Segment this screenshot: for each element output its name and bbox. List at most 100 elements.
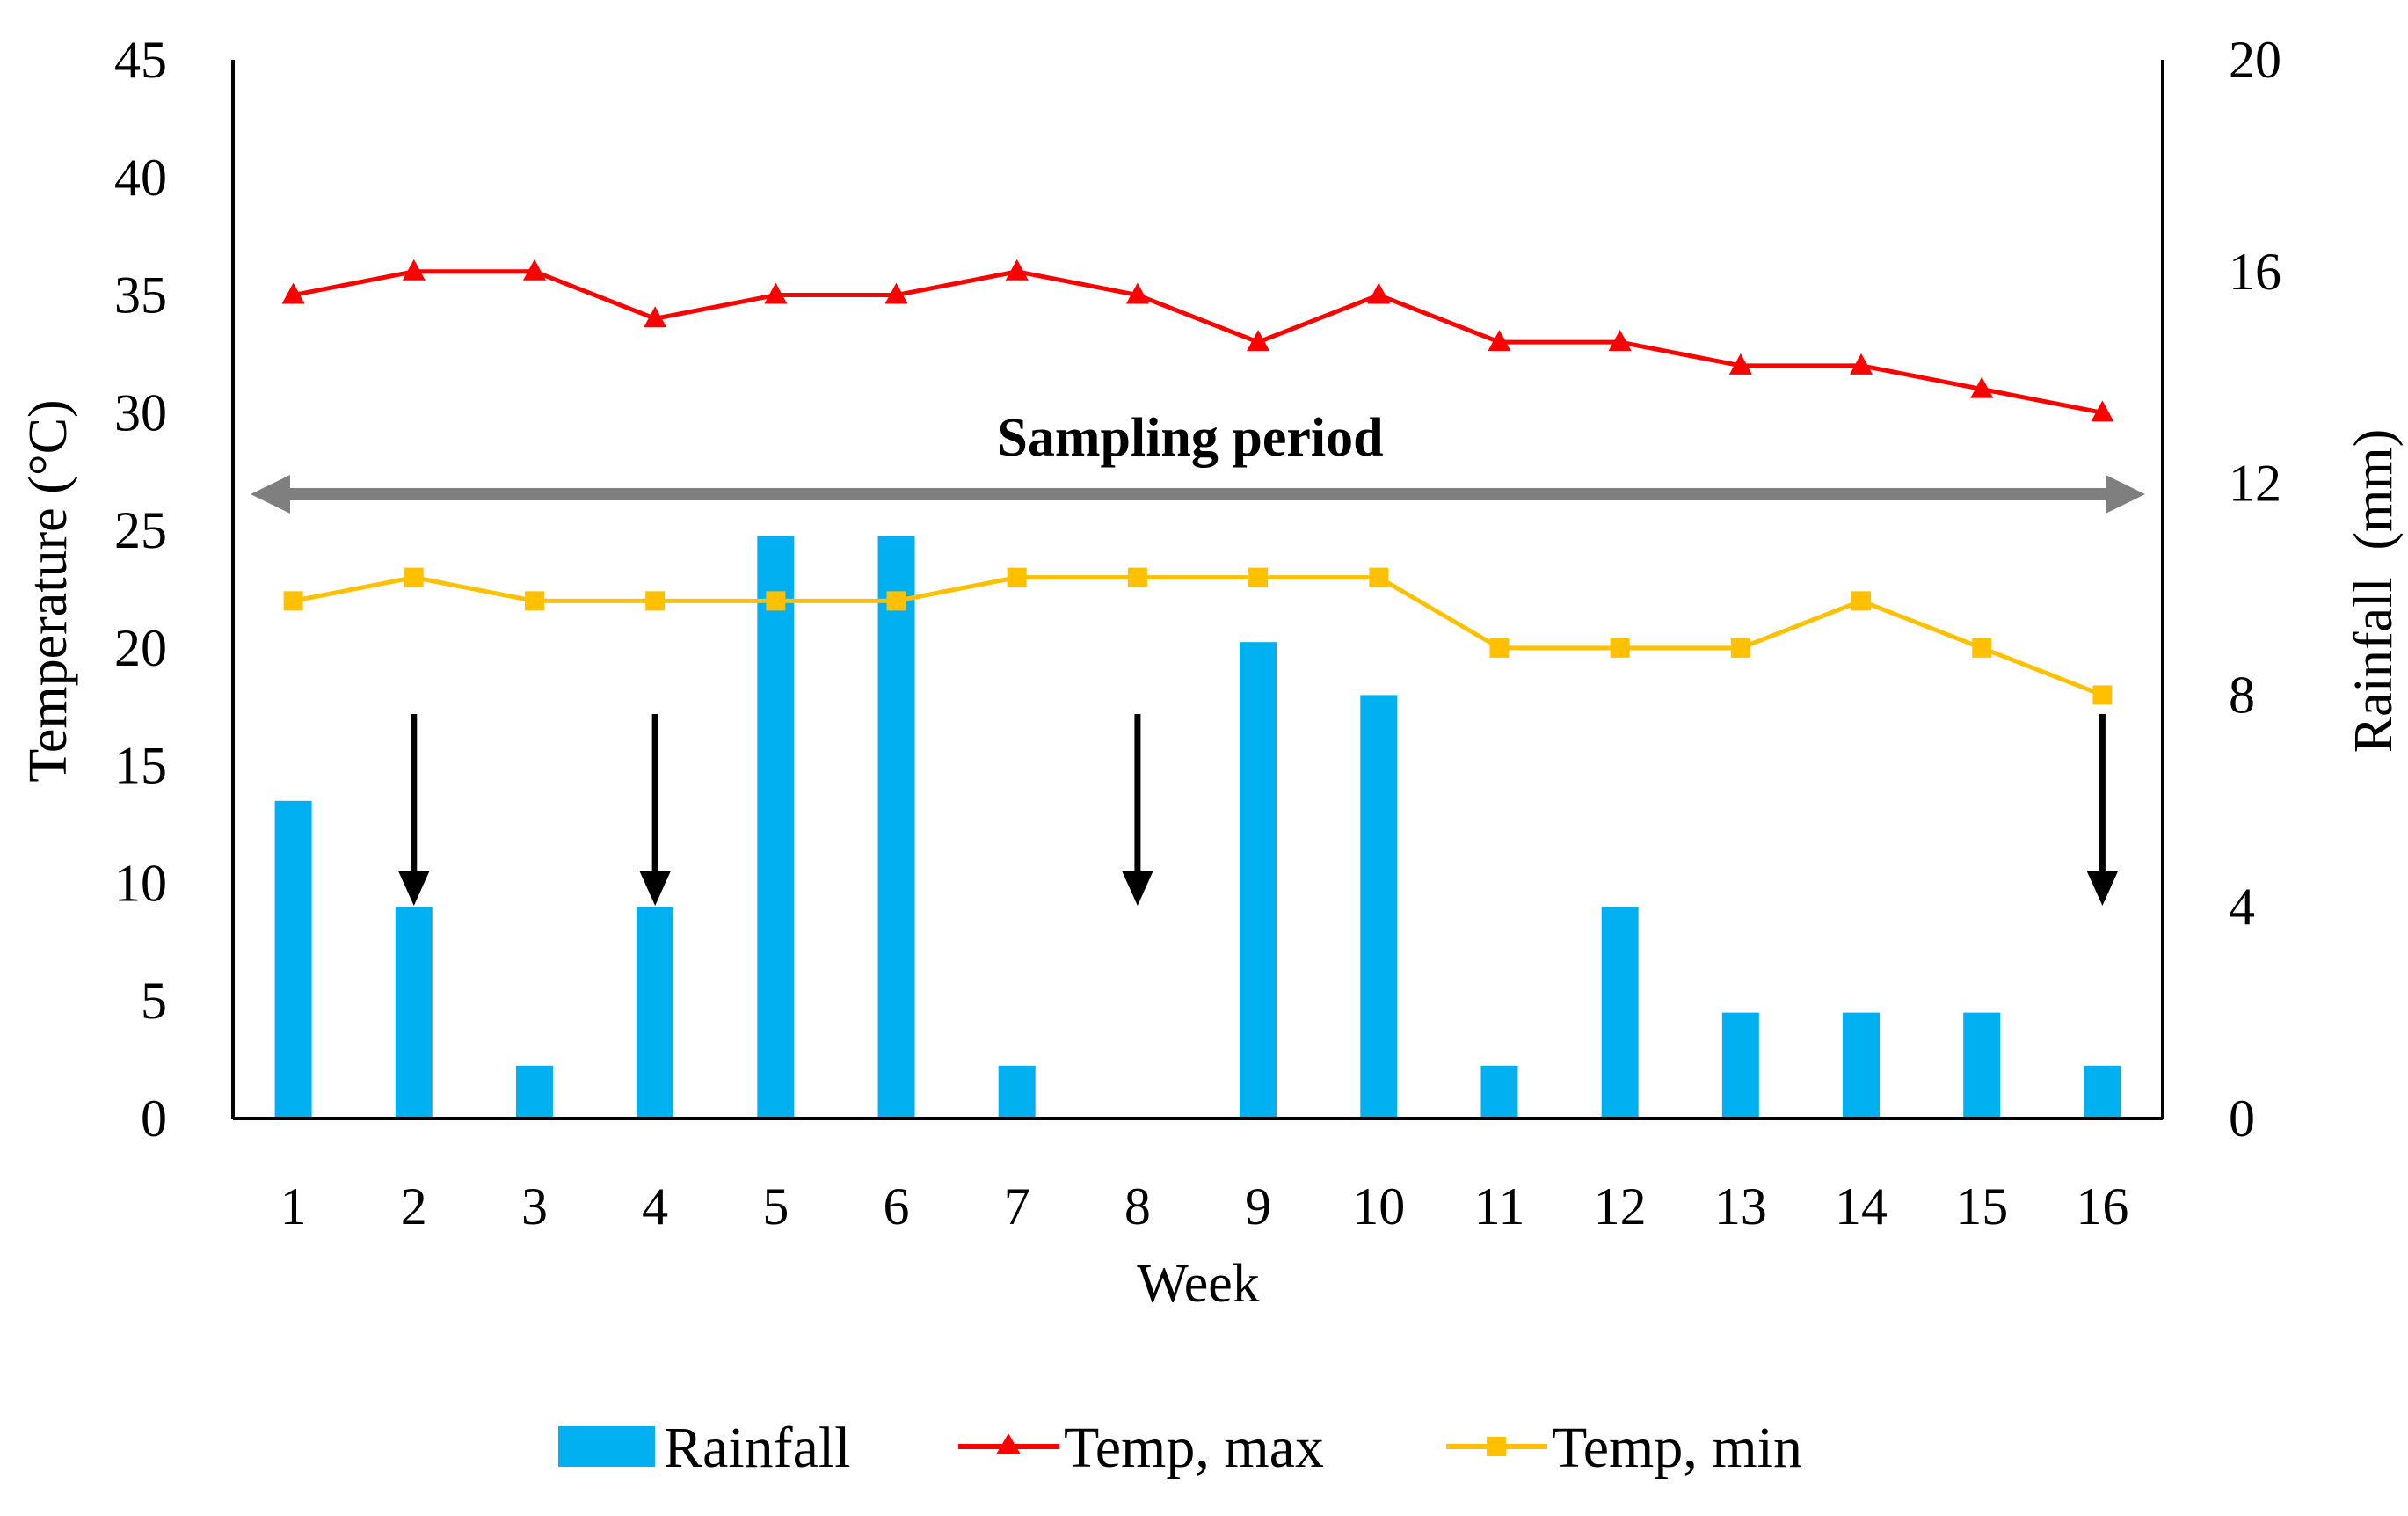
x-tick-label: 16 [2076,1177,2128,1235]
x-tick-label: 9 [1245,1177,1271,1235]
legend-temp-max-label: Temp, max [1064,1416,1324,1480]
temp-min-point [886,591,906,611]
rainfall-bar [757,536,795,1119]
rainfall-bar [274,800,312,1119]
sampling-period-arrow-left-head [251,475,290,514]
rainfall-bar [1360,695,1398,1119]
temp-max-point [1488,330,1511,352]
temp-min-point [404,567,424,587]
rainfall-bar [637,907,674,1119]
y-right-tick-label: 20 [2229,31,2281,89]
legend-temp-min-marker [1487,1437,1506,1456]
legend-rainfall-label: Rainfall [664,1416,851,1480]
temp-max-point [1005,259,1029,281]
temperature-lines [281,259,2114,705]
rainfall-bar [1240,642,1277,1119]
x-axis-title: Week [1137,1254,1260,1314]
x-tick-label: 14 [1835,1177,1888,1235]
temp-max-point [281,282,305,304]
temp-max-point [2091,400,2114,422]
y-right-tick-label: 4 [2229,878,2255,936]
temp-max-point [1728,353,1752,375]
temp-max-point [644,306,667,328]
legend-temp-max-marker [996,1433,1021,1454]
y-right-tick-label: 0 [2229,1090,2255,1148]
rainfall-bar [1843,1012,1881,1119]
axes [231,60,2164,1120]
temp-max-point [764,282,788,304]
sampling-arrow-head [2086,871,2119,906]
temp-max-point [1367,282,1391,304]
temp-max-line [293,269,2103,415]
x-tick-label: 5 [762,1177,789,1235]
y-left-tick-label: 25 [114,501,167,559]
sampling-arrow-head [1121,871,1153,906]
y-left-tick-label: 35 [114,266,167,324]
rainfall-bar [1721,1012,1759,1119]
y-left-tick-label: 0 [141,1090,167,1148]
rainfall-bar [877,536,915,1119]
y-axis-left-title: Temperature (°C) [18,399,78,782]
rainfall-bar [515,1065,553,1119]
y-left-tick-label: 45 [114,31,167,89]
temp-min-point [2092,685,2113,705]
y-left-tick-label: 20 [114,619,167,677]
sampling-arrow-head [397,871,430,906]
rainfall-bars [274,536,2121,1119]
x-tick-label: 11 [1474,1177,1525,1235]
y-left-tick-label: 30 [114,383,167,441]
temp-max-point [1608,330,1632,352]
legend-rainfall-swatch [558,1426,655,1467]
y-left-tick-label: 40 [114,149,167,207]
annotations [251,475,2145,906]
temp-min-point [1610,638,1630,658]
x-tick-label: 10 [1352,1177,1405,1235]
temp-min-point [1127,567,1147,587]
temp-min-point [645,591,666,611]
x-tick-label: 6 [884,1177,910,1235]
temp-max-point [522,259,546,281]
temp-max-point [1970,376,1994,398]
rainfall-bar [2084,1065,2121,1119]
rainfall-bar [1480,1065,1518,1119]
x-tick-label: 1 [280,1177,307,1235]
x-tick-label: 4 [642,1177,668,1235]
temp-min-point [1730,638,1750,658]
x-tick-label: 8 [1124,1177,1151,1235]
rainfall-bar [395,907,433,1119]
temp-max-point [1247,330,1270,352]
x-tick-label: 12 [1594,1177,1647,1235]
temp-min-point [1489,638,1510,658]
y-right-tick-label: 8 [2229,666,2255,724]
x-tick-label: 13 [1714,1177,1767,1235]
legend-temp-min-label: Temp, min [1552,1416,1802,1480]
rainfall-bar [1601,907,1639,1119]
temp-min-line [293,575,2104,697]
sampling-arrow-head [639,871,672,906]
y-right-tick-label: 12 [2229,455,2281,513]
temp-min-point [766,591,786,611]
y-left-tick-label: 15 [114,737,167,795]
temp-min-point [283,591,303,611]
y-left-tick-label: 5 [141,972,167,1030]
y-axis-right-title: Rainfall (mm) [2344,429,2404,753]
x-tick-label: 2 [401,1177,427,1235]
temp-max-point [1850,353,1873,375]
rainfall-bar [998,1065,1036,1119]
x-tick-label: 7 [1004,1177,1030,1235]
temp-max-point [884,282,908,304]
legend: Rainfall Temp, max Temp, min [558,1416,1802,1480]
rainfall-bar [1963,1012,2001,1119]
x-tick-label: 15 [1955,1177,2008,1235]
x-tick-label: 3 [521,1177,548,1235]
temp-min-point [1248,567,1269,587]
temp-min-point [1369,567,1389,587]
temp-min-point [524,591,544,611]
temp-min-point [1851,591,1872,611]
temp-max-point [402,259,426,281]
sampling-period-arrow-right-head [2106,475,2145,514]
y-left-tick-label: 10 [114,854,167,912]
temp-max-point [1125,282,1149,304]
